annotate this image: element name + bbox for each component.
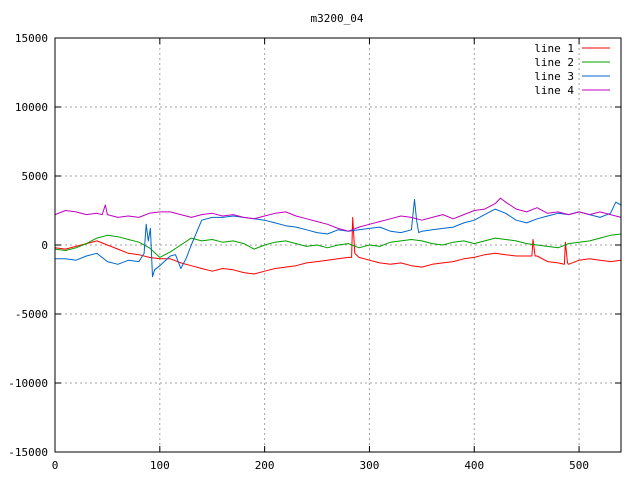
x-tick-label: 100: [150, 459, 170, 472]
series-group: [54, 197, 622, 278]
x-tick-label: 200: [255, 459, 275, 472]
series-line-1: [54, 216, 622, 275]
legend-label: line 1: [534, 42, 574, 55]
x-tick-label: 400: [464, 459, 484, 472]
y-tick-label: 10000: [15, 101, 48, 114]
y-tick-label: 15000: [15, 32, 48, 45]
legend-label: line 2: [534, 56, 574, 69]
y-tick-label: -5000: [15, 308, 48, 321]
x-tick-label: 0: [52, 459, 59, 472]
y-tick-label: -15000: [8, 446, 48, 459]
legend-label: line 4: [534, 84, 574, 97]
x-tick-label: 300: [360, 459, 380, 472]
series-line-2: [54, 233, 622, 258]
chart-title: m3200_04: [311, 12, 364, 25]
x-tick-label: 500: [569, 459, 589, 472]
y-tick-label: -10000: [8, 377, 48, 390]
axis-ticks: -15000 -10000 -5000 0 5000 10000 15000 0 100 200 3…: [8, 32, 621, 472]
legend-label: line 3: [534, 70, 574, 83]
series-line-3: [55, 199, 622, 278]
y-tick-label: 5000: [22, 170, 49, 183]
y-tick-label: 0: [41, 239, 48, 252]
series-line-4: [54, 197, 622, 232]
